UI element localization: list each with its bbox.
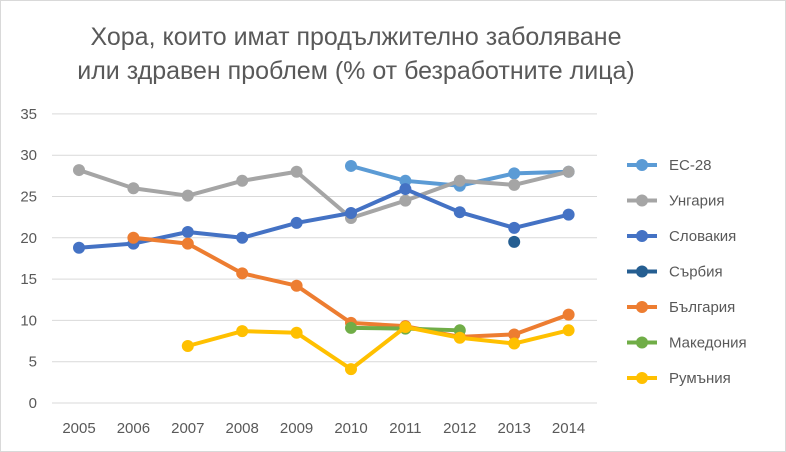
chart-title-line-1: Хора, които имат продължително заболяван…	[90, 23, 622, 51]
data-point	[562, 208, 575, 221]
legend-label: Унгария	[669, 193, 724, 210]
legend-label: Румъния	[669, 370, 731, 387]
data-point	[508, 328, 521, 341]
x-tick-label: 2010	[334, 420, 367, 437]
x-tick-label: 2013	[498, 420, 531, 437]
data-point	[181, 237, 194, 250]
data-point	[73, 241, 85, 254]
y-tick-label: 25	[20, 189, 37, 206]
data-point	[562, 308, 575, 321]
y-tick-label: 10	[20, 312, 37, 329]
data-point	[345, 321, 357, 334]
legend-marker	[636, 194, 648, 207]
legend-marker	[636, 159, 648, 171]
legend-marker	[636, 336, 648, 349]
x-tick-label: 2012	[443, 420, 476, 437]
data-point	[399, 194, 412, 207]
y-tick-label: 0	[29, 395, 37, 412]
data-point	[399, 183, 412, 196]
data-point	[508, 221, 521, 234]
data-point	[181, 226, 194, 239]
data-point	[399, 174, 412, 187]
x-tick-label: 2007	[171, 420, 204, 437]
x-tick-label: 2008	[226, 420, 259, 437]
data-point	[290, 165, 303, 178]
data-point	[236, 174, 249, 187]
y-tick-label: 5	[29, 354, 37, 371]
data-point	[290, 326, 303, 339]
data-point	[127, 231, 140, 244]
legend-label: ЕС-28	[669, 157, 712, 174]
series-line-1	[78, 168, 570, 220]
x-tick-label: 2009	[280, 420, 313, 437]
data-point	[345, 363, 357, 376]
legend-label: Словакия	[669, 228, 736, 245]
legend-marker	[636, 301, 648, 313]
y-tick-label: 30	[20, 147, 37, 164]
data-point	[453, 174, 466, 187]
x-tick-label: 2014	[552, 420, 585, 437]
data-point	[562, 165, 575, 178]
legend-label: Македония	[669, 335, 747, 352]
data-point	[290, 216, 303, 229]
legend-label: Сърбия	[669, 264, 723, 281]
y-tick-label: 15	[20, 271, 37, 288]
data-point	[562, 324, 575, 337]
data-point	[236, 231, 249, 244]
y-tick-label: 20	[20, 230, 37, 247]
legend-marker	[636, 265, 648, 278]
series-line-6	[187, 325, 570, 372]
data-point	[236, 325, 249, 338]
legend-label: България	[669, 299, 735, 316]
data-point	[73, 164, 85, 177]
data-point	[453, 206, 466, 219]
legend-marker	[636, 372, 648, 384]
data-point	[508, 167, 521, 180]
data-point	[236, 267, 249, 280]
y-tick-label: 35	[20, 106, 37, 123]
x-tick-label: 2005	[62, 420, 95, 437]
x-tick-label: 2011	[389, 420, 421, 437]
data-point	[399, 321, 412, 334]
chart-title-line-2: или здравен проблем (% от безработните л…	[77, 57, 635, 85]
data-point	[181, 340, 194, 353]
data-point	[453, 331, 466, 344]
series-line-2	[78, 187, 570, 250]
data-point	[181, 189, 194, 202]
x-tick-label: 2006	[117, 420, 150, 437]
legend-marker	[636, 230, 648, 242]
data-point	[508, 235, 521, 248]
data-point	[345, 207, 357, 220]
data-point	[508, 337, 521, 350]
data-point	[345, 159, 357, 172]
data-point	[508, 178, 521, 191]
data-point	[127, 182, 140, 195]
data-point	[290, 279, 303, 292]
